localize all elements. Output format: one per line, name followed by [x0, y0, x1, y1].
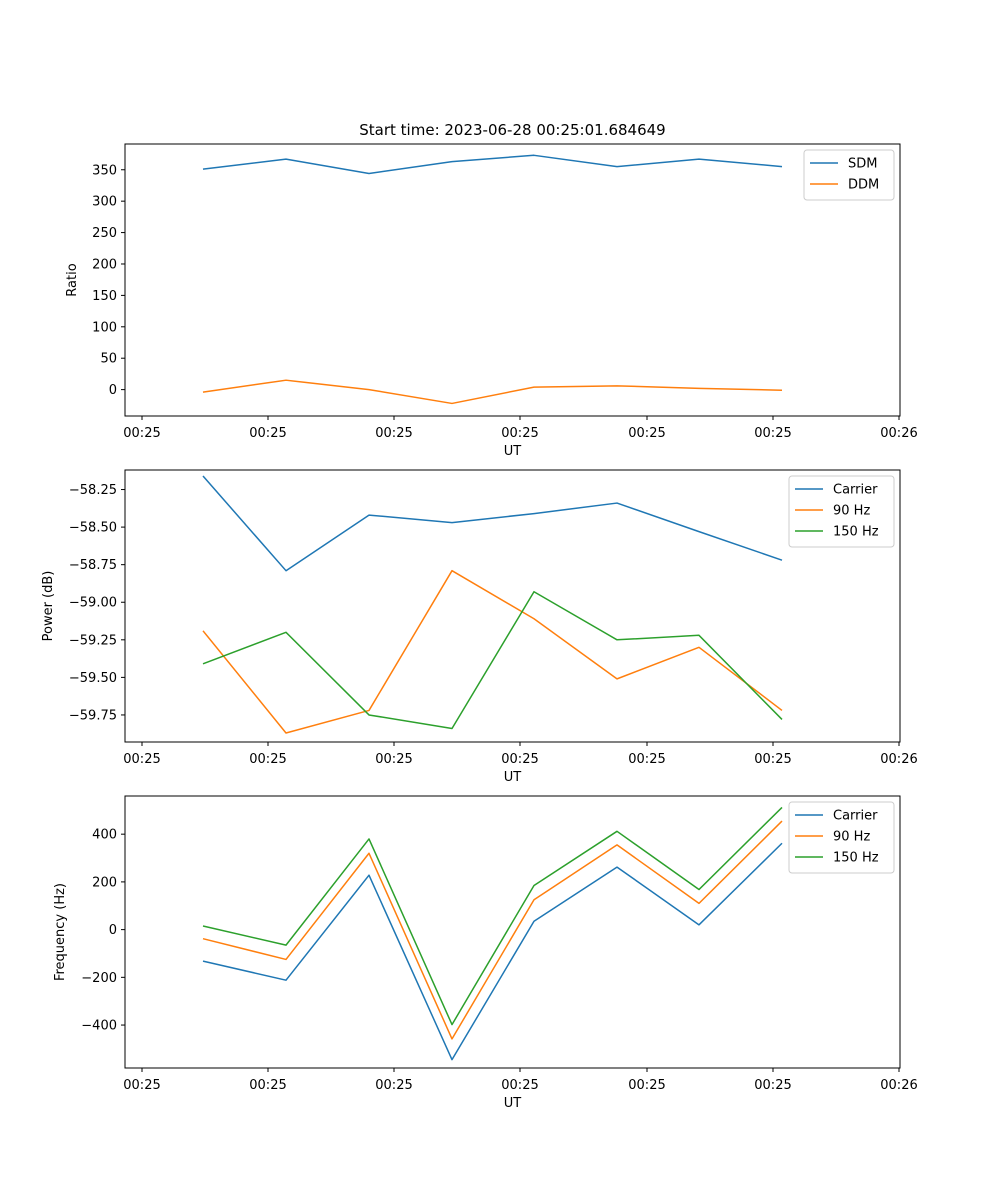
x-tick-label-frequency-0: 00:25	[123, 1078, 160, 1093]
x-tick-label-power-0: 00:25	[123, 752, 160, 767]
legend-label-frequency-2: 150 Hz	[833, 851, 879, 866]
legend-frequency: Carrier 90 Hz 150 Hz	[788, 801, 895, 874]
x-tick-label-ratio-5: 00:25	[754, 426, 791, 441]
y-tick-label-frequency-3: 200	[92, 875, 117, 890]
chart-title: Start time: 2023-06-28 00:25:01.684649	[359, 121, 665, 139]
series-line-ratio-1	[202, 379, 783, 405]
axes-frame-frequency	[124, 795, 901, 1069]
x-tick-label-frequency-6: 00:26	[880, 1078, 917, 1093]
x-tick-label-ratio-6: 00:26	[880, 426, 917, 441]
x-tick-label-ratio-3: 00:25	[501, 426, 538, 441]
y-tick-label-power-3: −59.00	[69, 596, 117, 611]
y-tick-label-ratio-3: 150	[92, 289, 117, 304]
x-tick-label-frequency-4: 00:25	[628, 1078, 665, 1093]
legend-label-power-1: 90 Hz	[833, 504, 870, 519]
y-tick-label-power-1: −58.50	[69, 521, 117, 536]
panel-frequency: 00:25 00:25 00:25 00:25 00:25 00:25 00:26 −400 −…	[53, 795, 918, 1111]
y-tick-label-ratio-0: 0	[109, 383, 117, 398]
x-tick-label-frequency-3: 00:25	[501, 1078, 538, 1093]
y-tick-label-frequency-0: −400	[81, 1019, 117, 1034]
series-line-ratio-0	[202, 154, 783, 175]
x-tick-label-frequency-2: 00:25	[375, 1078, 412, 1093]
legend-label-frequency-1: 90 Hz	[833, 830, 870, 845]
legend-box-power	[788, 475, 895, 548]
legend-label-power-0: Carrier	[833, 483, 878, 498]
x-tick-label-power-2: 00:25	[375, 752, 412, 767]
panel-ratio: 00:25 00:25 00:25 00:25 00:25 00:25 00:26 0 50 10…	[65, 143, 918, 459]
x-tick-label-ratio-1: 00:25	[249, 426, 286, 441]
series-line-power-0	[202, 475, 783, 572]
y-tick-label-ratio-7: 350	[92, 163, 117, 178]
legend-power: Carrier 90 Hz 150 Hz	[788, 475, 895, 548]
y-tick-label-power-0: −58.25	[69, 483, 117, 498]
series-line-frequency-2	[202, 806, 783, 1026]
x-axis-label-power: UT	[504, 770, 522, 785]
y-tick-label-power-6: −59.75	[69, 708, 117, 723]
y-tick-label-power-4: −59.25	[69, 633, 117, 648]
x-axis-label-frequency: UT	[504, 1096, 522, 1111]
x-tick-label-ratio-0: 00:25	[123, 426, 160, 441]
y-tick-label-ratio-5: 250	[92, 226, 117, 241]
legend-label-ratio-1: DDM	[848, 178, 879, 193]
legend-ratio: SDM DDM	[803, 149, 895, 201]
y-axis-label-frequency: Frequency (Hz)	[53, 883, 68, 981]
x-tick-label-power-4: 00:25	[628, 752, 665, 767]
y-tick-label-power-5: −59.50	[69, 671, 117, 686]
series-line-frequency-1	[202, 820, 783, 1040]
x-tick-label-frequency-5: 00:25	[754, 1078, 791, 1093]
x-tick-label-power-6: 00:26	[880, 752, 917, 767]
x-tick-label-frequency-1: 00:25	[249, 1078, 286, 1093]
legend-label-power-2: 150 Hz	[833, 525, 879, 540]
legend-label-ratio-0: SDM	[848, 157, 877, 172]
axes-frame-ratio	[124, 143, 901, 417]
series-line-power-2	[202, 590, 783, 730]
y-tick-label-frequency-2: 0	[109, 923, 117, 938]
y-tick-label-power-2: −58.75	[69, 558, 117, 573]
x-tick-label-power-3: 00:25	[501, 752, 538, 767]
y-tick-label-frequency-4: 400	[92, 828, 117, 843]
x-tick-label-power-1: 00:25	[249, 752, 286, 767]
y-tick-label-ratio-1: 50	[100, 352, 117, 367]
x-tick-label-ratio-4: 00:25	[628, 426, 665, 441]
series-line-power-1	[202, 569, 783, 734]
series-line-frequency-0	[202, 842, 783, 1061]
y-tick-label-ratio-6: 300	[92, 195, 117, 210]
x-tick-label-ratio-2: 00:25	[375, 426, 412, 441]
y-tick-label-ratio-2: 100	[92, 320, 117, 335]
x-axis-label-ratio: UT	[504, 444, 522, 459]
y-tick-label-ratio-4: 200	[92, 257, 117, 272]
y-tick-label-frequency-1: −200	[81, 971, 117, 986]
panel-power: 00:25 00:25 00:25 00:25 00:25 00:25 00:26 −58.2…	[41, 469, 918, 785]
legend-label-frequency-0: Carrier	[833, 809, 878, 824]
legend-box-frequency	[788, 801, 895, 874]
y-axis-label-power: Power (dB)	[41, 571, 56, 642]
subplots: 00:25 00:25 00:25 00:25 00:25 00:25 00:26 0 50 10…	[41, 143, 918, 1111]
x-tick-label-power-5: 00:25	[754, 752, 791, 767]
axes-frame-power	[124, 469, 901, 743]
y-axis-label-ratio: Ratio	[65, 263, 80, 296]
